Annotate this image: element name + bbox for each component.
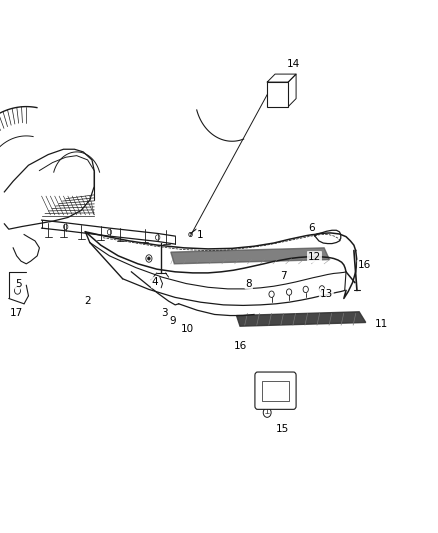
Polygon shape	[171, 248, 329, 264]
Text: 5: 5	[15, 279, 22, 288]
Text: 16: 16	[358, 261, 371, 270]
FancyBboxPatch shape	[267, 82, 288, 107]
Text: 16: 16	[233, 342, 247, 351]
Text: 14: 14	[287, 59, 300, 69]
Text: 4: 4	[152, 278, 159, 287]
Text: 10: 10	[180, 324, 194, 334]
Text: 2: 2	[84, 296, 91, 306]
Text: 9: 9	[170, 316, 177, 326]
Text: 17: 17	[10, 308, 23, 318]
Text: 6: 6	[308, 223, 315, 232]
Text: 7: 7	[280, 271, 287, 280]
FancyBboxPatch shape	[255, 372, 296, 409]
Text: 3: 3	[161, 308, 168, 318]
Text: 8: 8	[245, 279, 252, 288]
Circle shape	[148, 257, 150, 260]
Text: 15: 15	[276, 424, 289, 434]
Text: 12: 12	[308, 252, 321, 262]
Text: 1: 1	[197, 230, 204, 239]
Polygon shape	[237, 312, 366, 326]
Text: 13: 13	[320, 289, 333, 299]
Text: 11: 11	[374, 319, 388, 329]
FancyBboxPatch shape	[262, 381, 289, 401]
